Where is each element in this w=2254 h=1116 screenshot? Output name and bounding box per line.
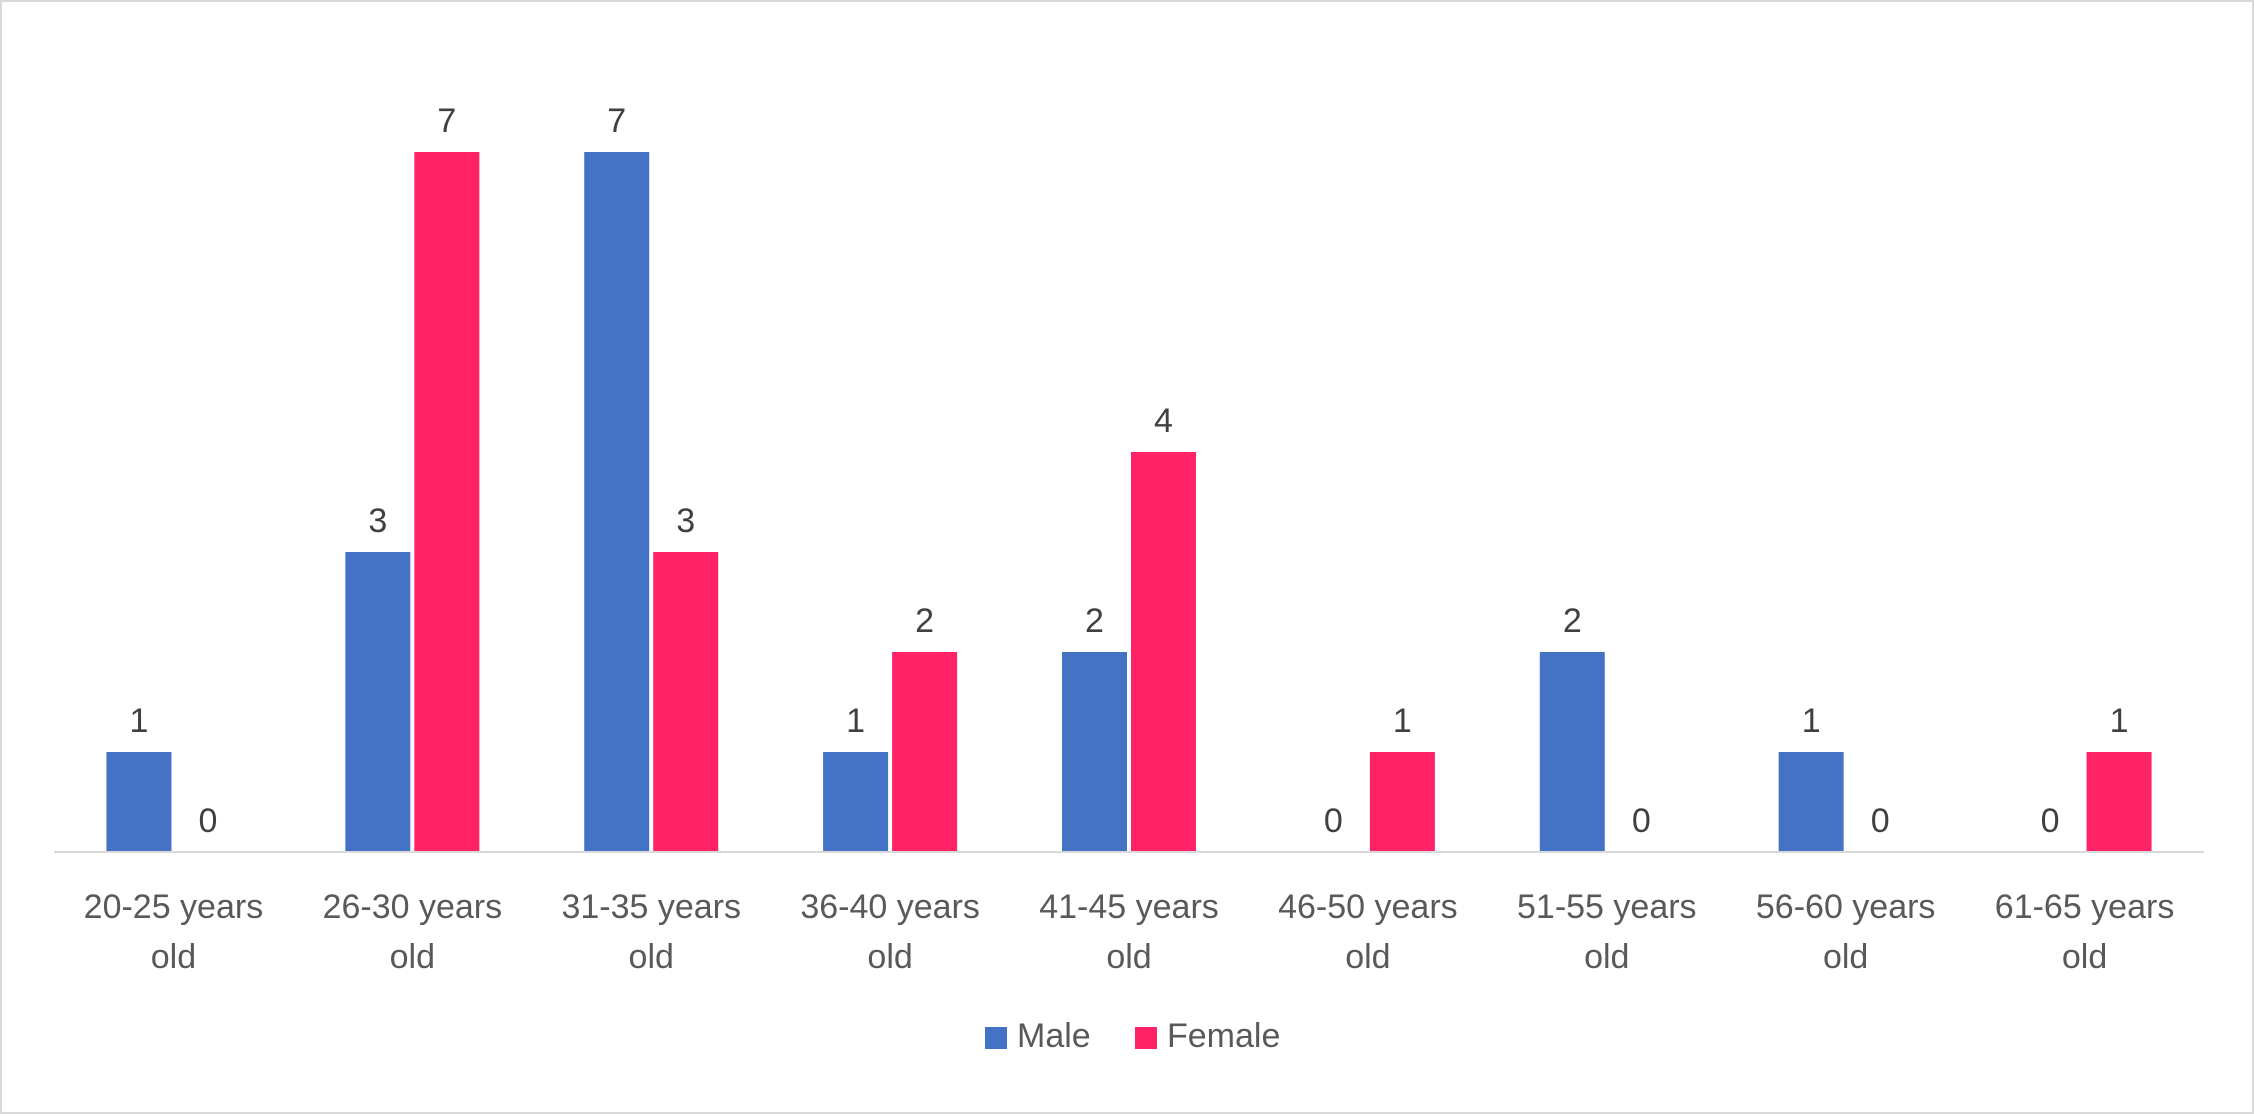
x-tick-label-1-line-2: old <box>151 938 196 976</box>
x-axis-tick-labels: 20-25 years old 26-30 years old 31-35 years o… <box>84 888 2175 976</box>
legend-label-female: Female <box>1167 1017 1280 1055</box>
x-tick-label-4-line-2: old <box>867 938 912 976</box>
bar-male-8 <box>1778 752 1844 852</box>
x-tick-label-1-line-1: 20-25 years <box>84 888 264 926</box>
data-label-female-6: 1 <box>1393 702 1412 740</box>
data-label-female-4: 2 <box>915 602 934 640</box>
data-label-female-8: 0 <box>1871 802 1890 840</box>
data-label-male-8: 1 <box>1802 702 1821 740</box>
x-tick-label-9-line-2: old <box>2062 938 2107 976</box>
legend: Male Female <box>985 1017 1280 1055</box>
bar-male-1 <box>106 752 172 852</box>
bar-male-7 <box>1539 652 1605 852</box>
data-label-female-2: 7 <box>437 102 456 140</box>
bar-male-5 <box>1062 652 1127 852</box>
legend-swatch-male <box>985 1027 1007 1049</box>
data-label-female-7: 0 <box>1632 802 1651 840</box>
bar-female-6 <box>1369 752 1435 852</box>
data-label-female-1: 0 <box>198 802 217 840</box>
legend-label-male: Male <box>1017 1017 1091 1055</box>
data-label-male-1: 1 <box>129 702 148 740</box>
bars-layer <box>106 152 2152 852</box>
x-tick-label-5-line-2: old <box>1106 938 1151 976</box>
x-tick-label-9-line-1: 61-65 years <box>1995 888 2175 926</box>
x-tick-label-3-line-1: 31-35 years <box>561 888 741 926</box>
data-label-male-4: 1 <box>846 702 865 740</box>
x-tick-label-8-line-1: 56-60 years <box>1756 888 1936 926</box>
data-label-male-3: 7 <box>607 102 626 140</box>
x-tick-label-7-line-1: 51-55 years <box>1517 888 1697 926</box>
legend-swatch-female <box>1135 1027 1157 1049</box>
data-label-male-5: 2 <box>1085 602 1104 640</box>
x-tick-label-5-line-1: 41-45 years <box>1039 888 1219 926</box>
bar-male-2 <box>345 552 411 852</box>
x-tick-label-7-line-2: old <box>1584 938 1629 976</box>
data-label-female-3: 3 <box>676 502 695 540</box>
x-tick-label-6-line-2: old <box>1345 938 1390 976</box>
x-tick-label-2-line-2: old <box>390 938 435 976</box>
data-label-female-5: 4 <box>1154 402 1173 440</box>
bar-male-4 <box>823 752 889 852</box>
x-tick-label-6-line-1: 46-50 years <box>1278 888 1458 926</box>
data-labels-layer: 1 0 3 7 7 3 1 2 2 4 0 1 2 0 1 0 0 1 <box>129 102 2128 840</box>
x-tick-label-3-line-2: old <box>629 938 674 976</box>
bar-male-3 <box>584 152 650 852</box>
data-label-male-9: 0 <box>2041 802 2060 840</box>
x-tick-label-8-line-2: old <box>1823 938 1868 976</box>
data-label-male-2: 3 <box>368 502 387 540</box>
bar-female-3 <box>653 552 719 852</box>
bar-female-9 <box>2086 752 2152 852</box>
bar-female-2 <box>414 152 480 852</box>
bar-female-5 <box>1131 452 1196 852</box>
bar-female-4 <box>892 652 958 852</box>
x-tick-label-4-line-1: 36-40 years <box>800 888 980 926</box>
data-label-male-6: 0 <box>1324 802 1343 840</box>
data-label-female-9: 1 <box>2110 702 2129 740</box>
x-tick-label-2-line-1: 26-30 years <box>323 888 503 926</box>
data-label-male-7: 2 <box>1563 602 1582 640</box>
